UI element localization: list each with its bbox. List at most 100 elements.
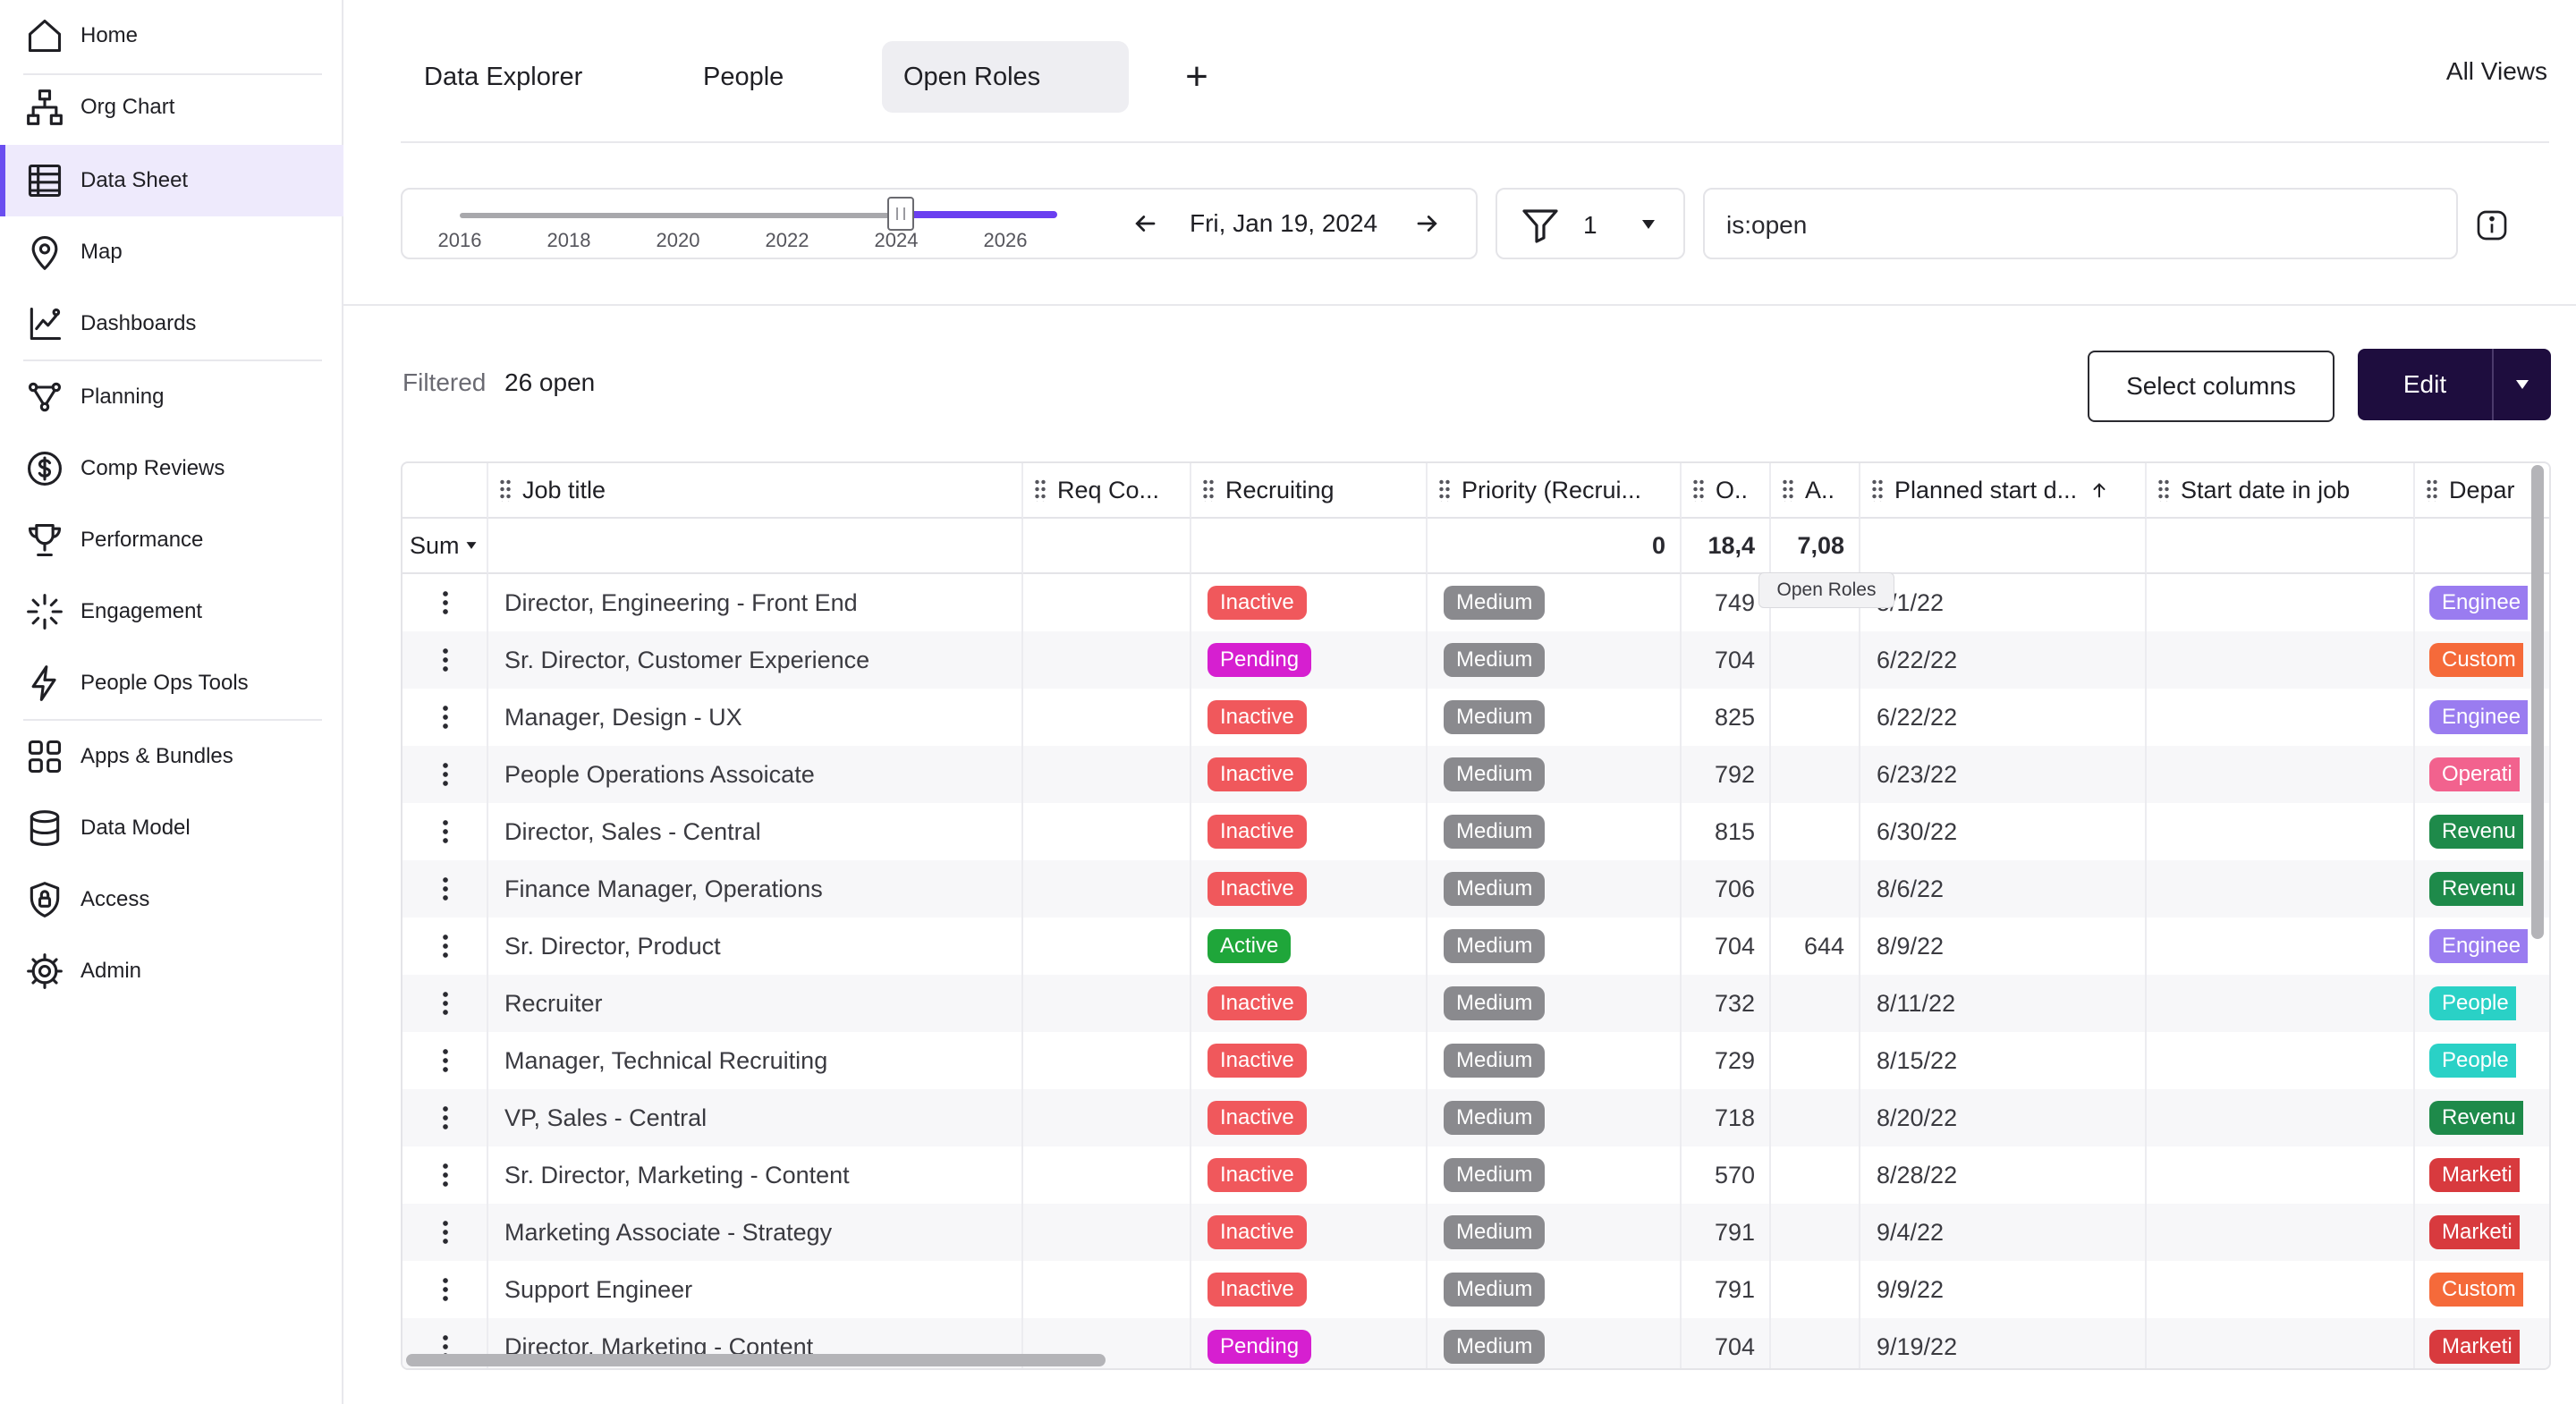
table-row[interactable]: Recruiter Inactive Medium 732 8/11/22 People [402, 975, 2549, 1032]
info-icon[interactable] [2474, 207, 2510, 243]
select-columns-button[interactable]: Select columns [2088, 351, 2334, 422]
edit-dropdown-button[interactable] [2494, 349, 2551, 420]
horizontal-scrollbar[interactable] [406, 1354, 1106, 1366]
kebab-menu-icon[interactable] [442, 761, 449, 788]
tab-people[interactable]: People [703, 62, 784, 91]
table-row[interactable]: Manager, Technical Recruiting Inactive Med… [402, 1032, 2549, 1089]
add-tab-button[interactable]: + [1185, 55, 1208, 98]
cell-priority: Medium [1428, 1261, 1682, 1318]
cell-o: 704 [1682, 1318, 1771, 1368]
column-header-planned-start-date[interactable]: Planned start d... [1860, 463, 2147, 519]
cell-row-actions[interactable] [402, 746, 488, 803]
column-header-a[interactable]: A.. [1771, 463, 1860, 519]
drag-handle-icon[interactable] [1034, 478, 1046, 502]
sidebar-item-people-ops-tools[interactable]: People Ops Tools [0, 647, 343, 719]
sidebar-item-apps-bundles[interactable]: Apps & Bundles [0, 721, 343, 792]
sidebar-item-data-sheet[interactable]: Data Sheet [0, 145, 343, 216]
sidebar-item-home[interactable]: Home [0, 0, 343, 72]
sidebar-item-org-chart[interactable]: Org Chart [0, 72, 343, 143]
table-row[interactable]: Director, Sales - Central Inactive Medium 8… [402, 803, 2549, 860]
cell-department: Revenu [2415, 860, 2549, 918]
all-views-link[interactable]: All Views [2445, 57, 2547, 85]
kebab-menu-icon[interactable] [442, 933, 449, 960]
sidebar-item-map[interactable]: Map [0, 216, 343, 288]
cell-row-actions[interactable] [402, 631, 488, 689]
kebab-menu-icon[interactable] [442, 1333, 449, 1360]
edit-button[interactable]: Edit [2402, 370, 2447, 398]
drag-handle-icon[interactable] [1871, 478, 1884, 502]
table-row[interactable]: Director, Engineering - Front End Inactiv… [402, 574, 2549, 631]
cell-row-actions[interactable] [402, 803, 488, 860]
cell-row-actions[interactable] [402, 689, 488, 746]
table-row[interactable]: Sr. Director, Customer Experience Pending… [402, 631, 2549, 689]
recruiting-status-badge: Pending [1208, 643, 1312, 677]
cell-row-actions[interactable] [402, 918, 488, 975]
drag-handle-icon[interactable] [1782, 478, 1794, 502]
drag-handle-icon[interactable] [2426, 478, 2438, 502]
kebab-menu-icon[interactable] [442, 1162, 449, 1188]
column-header-priority[interactable]: Priority (Recrui... [1428, 463, 1682, 519]
kebab-menu-icon[interactable] [442, 818, 449, 845]
table-row[interactable]: Sr. Director, Product Active Medium 704 644 8… [402, 918, 2549, 975]
kebab-menu-icon[interactable] [442, 875, 449, 902]
kebab-menu-icon[interactable] [442, 1276, 449, 1303]
cell-row-actions[interactable] [402, 1032, 488, 1089]
table-row[interactable]: Support Engineer Inactive Medium 791 9/9/22 C… [402, 1261, 2549, 1318]
priority-badge: Medium [1444, 757, 1546, 791]
sidebar-item-comp-reviews[interactable]: Comp Reviews [0, 433, 343, 504]
timeline-track[interactable] [460, 213, 1055, 218]
cell-row-actions[interactable] [402, 1318, 488, 1368]
kebab-menu-icon[interactable] [442, 647, 449, 673]
sum-cell-row-actions[interactable]: Sum [402, 519, 488, 574]
sort-ascending-icon[interactable] [2089, 479, 2109, 501]
kebab-menu-icon[interactable] [442, 589, 449, 616]
sidebar-item-admin[interactable]: Admin [0, 935, 343, 1007]
cell-row-actions[interactable] [402, 574, 488, 631]
cell-row-actions[interactable] [402, 1204, 488, 1261]
column-header-job-title[interactable]: Job title [488, 463, 1023, 519]
table-row[interactable]: People Operations Assoicate Inactive Mediu… [402, 746, 2549, 803]
sidebar-item-engagement[interactable]: Engagement [0, 576, 343, 647]
prev-date-button[interactable] [1127, 206, 1163, 241]
drag-handle-icon[interactable] [1438, 478, 1451, 502]
cell-planned-start-date: 8/6/22 [1860, 860, 2147, 918]
cell-row-actions[interactable] [402, 975, 488, 1032]
sidebar-item-planning[interactable]: Planning [0, 361, 343, 433]
drag-handle-icon[interactable] [1202, 478, 1215, 502]
kebab-menu-icon[interactable] [442, 1219, 449, 1246]
table-row[interactable]: VP, Sales - Central Inactive Medium 718 8/20… [402, 1089, 2549, 1146]
next-date-button[interactable] [1410, 206, 1445, 241]
timeline-handle[interactable] [887, 197, 914, 231]
column-header-start-date-in-job[interactable]: Start date in job [2147, 463, 2415, 519]
table-row[interactable]: Manager, Design - UX Inactive Medium 825 6/2… [402, 689, 2549, 746]
filter-button[interactable]: 1 [1496, 188, 1685, 259]
kebab-menu-icon[interactable] [442, 1047, 449, 1074]
vertical-scrollbar[interactable] [2531, 465, 2544, 939]
cell-row-actions[interactable] [402, 1261, 488, 1318]
sidebar-item-data-model[interactable]: Data Model [0, 792, 343, 864]
table-row[interactable]: Sr. Director, Marketing - Content Inactiv… [402, 1146, 2549, 1204]
table-row[interactable]: Marketing Associate - Strategy Inactive Me… [402, 1204, 2549, 1261]
sidebar-item-dashboards[interactable]: Dashboards [0, 288, 343, 359]
drag-handle-icon[interactable] [2157, 478, 2170, 502]
column-header-o[interactable]: O.. [1682, 463, 1771, 519]
sidebar-item-label: Access [80, 887, 150, 911]
kebab-menu-icon[interactable] [442, 1104, 449, 1131]
sidebar-item-performance[interactable]: Performance [0, 504, 343, 576]
kebab-menu-icon[interactable] [442, 704, 449, 731]
sidebar-item-access[interactable]: Access [0, 864, 343, 935]
column-header-recruiting[interactable]: Recruiting [1191, 463, 1428, 519]
kebab-menu-icon[interactable] [442, 990, 449, 1017]
column-header-req-code[interactable]: Req Co... [1023, 463, 1191, 519]
tab-open-roles[interactable]: Open Roles [882, 41, 1129, 113]
column-header-department[interactable]: Depar [2415, 463, 2549, 519]
table-row[interactable]: Finance Manager, Operations Inactive Mediu… [402, 860, 2549, 918]
search-field[interactable]: is:open [1703, 188, 2458, 259]
cell-row-actions[interactable] [402, 860, 488, 918]
tab-data-explorer[interactable]: Data Explorer [424, 62, 583, 91]
cell-row-actions[interactable] [402, 1089, 488, 1146]
drag-handle-icon[interactable] [499, 478, 512, 502]
drag-handle-icon[interactable] [1692, 478, 1705, 502]
search-input[interactable]: is:open [1726, 211, 1808, 239]
cell-row-actions[interactable] [402, 1146, 488, 1204]
